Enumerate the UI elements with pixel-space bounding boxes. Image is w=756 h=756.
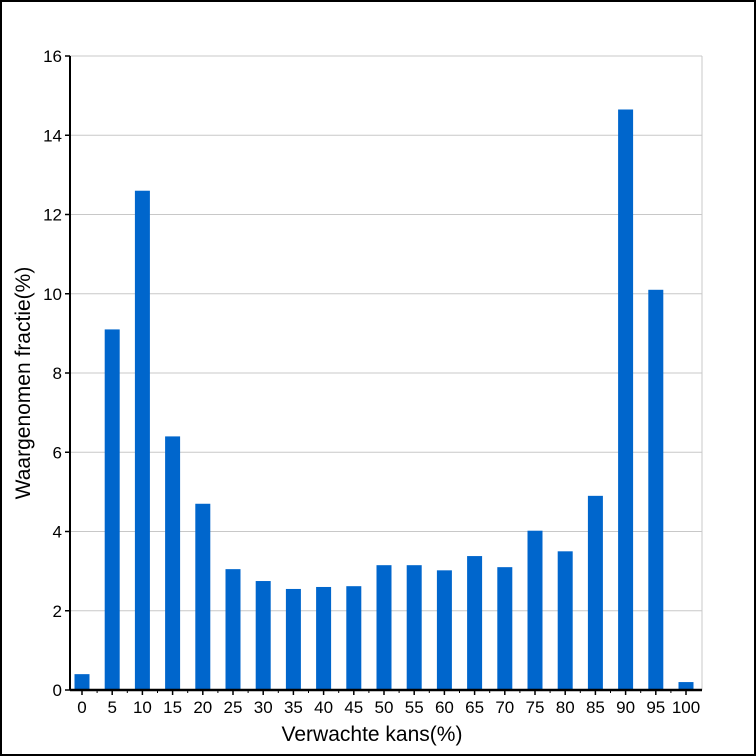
bar-20 <box>195 503 211 690</box>
x-tick-label: 85 <box>586 698 605 717</box>
x-tick-label: 5 <box>107 698 116 717</box>
x-axis-title: Verwachte kans(%) <box>282 723 463 746</box>
y-tick-labels: 0 2 4 6 8 10 12 14 16 <box>43 47 62 700</box>
bar-85 <box>587 495 603 690</box>
bar-55 <box>406 565 422 690</box>
x-tick-label: 80 <box>556 698 575 717</box>
bar-40 <box>316 586 332 690</box>
x-tick-label: 20 <box>193 698 212 717</box>
bar-25 <box>225 569 241 690</box>
x-tick-label: 35 <box>284 698 303 717</box>
x-tick-label: 70 <box>495 698 514 717</box>
x-tick-label: 15 <box>163 698 182 717</box>
x-tick-label: 75 <box>526 698 545 717</box>
bar-10 <box>134 190 150 690</box>
x-tick-label: 0 <box>77 698 86 717</box>
x-tick-label: 100 <box>672 698 700 717</box>
bar-90 <box>618 109 634 690</box>
x-tick-label: 95 <box>646 698 665 717</box>
y-tick-label: 4 <box>53 523 62 542</box>
y-tick-label: 12 <box>43 206 62 225</box>
bars <box>74 109 694 690</box>
bar-50 <box>376 565 392 690</box>
y-tick-label: 8 <box>53 364 62 383</box>
axes <box>65 55 702 695</box>
y-tick-label: 14 <box>43 126 62 145</box>
x-tick-label: 90 <box>616 698 635 717</box>
x-tick-label: 10 <box>133 698 152 717</box>
y-tick-label: 2 <box>53 602 62 621</box>
x-tick-labels: 0 5 10 15 20 25 30 35 40 45 50 55 60 65 70 75 80 85 90 95 10… <box>77 698 700 717</box>
bar-35 <box>285 588 301 690</box>
y-axis-title: Waargenomen fractie(%) <box>12 267 35 500</box>
bar-0 <box>74 674 90 690</box>
y-tick-label: 6 <box>53 443 62 462</box>
y-tick-label: 0 <box>53 681 62 700</box>
bar-5 <box>104 329 120 690</box>
bar-15 <box>165 436 181 690</box>
bar-60 <box>436 570 452 690</box>
x-tick-label: 65 <box>465 698 484 717</box>
bar-65 <box>467 556 483 690</box>
bar-95 <box>648 289 664 690</box>
x-tick-label: 45 <box>344 698 363 717</box>
bar-45 <box>346 586 362 690</box>
bar-100 <box>678 682 694 690</box>
x-tick-label: 40 <box>314 698 333 717</box>
x-tick-label: 50 <box>375 698 394 717</box>
x-tick-label: 60 <box>435 698 454 717</box>
bar-30 <box>255 581 271 690</box>
y-tick-label: 10 <box>43 285 62 304</box>
x-tick-label: 25 <box>224 698 243 717</box>
x-tick-label: 30 <box>254 698 273 717</box>
bar-70 <box>497 567 513 690</box>
bar-80 <box>557 551 573 690</box>
y-tick-label: 16 <box>43 47 62 66</box>
x-tick-label: 55 <box>405 698 424 717</box>
bar-75 <box>527 530 543 690</box>
